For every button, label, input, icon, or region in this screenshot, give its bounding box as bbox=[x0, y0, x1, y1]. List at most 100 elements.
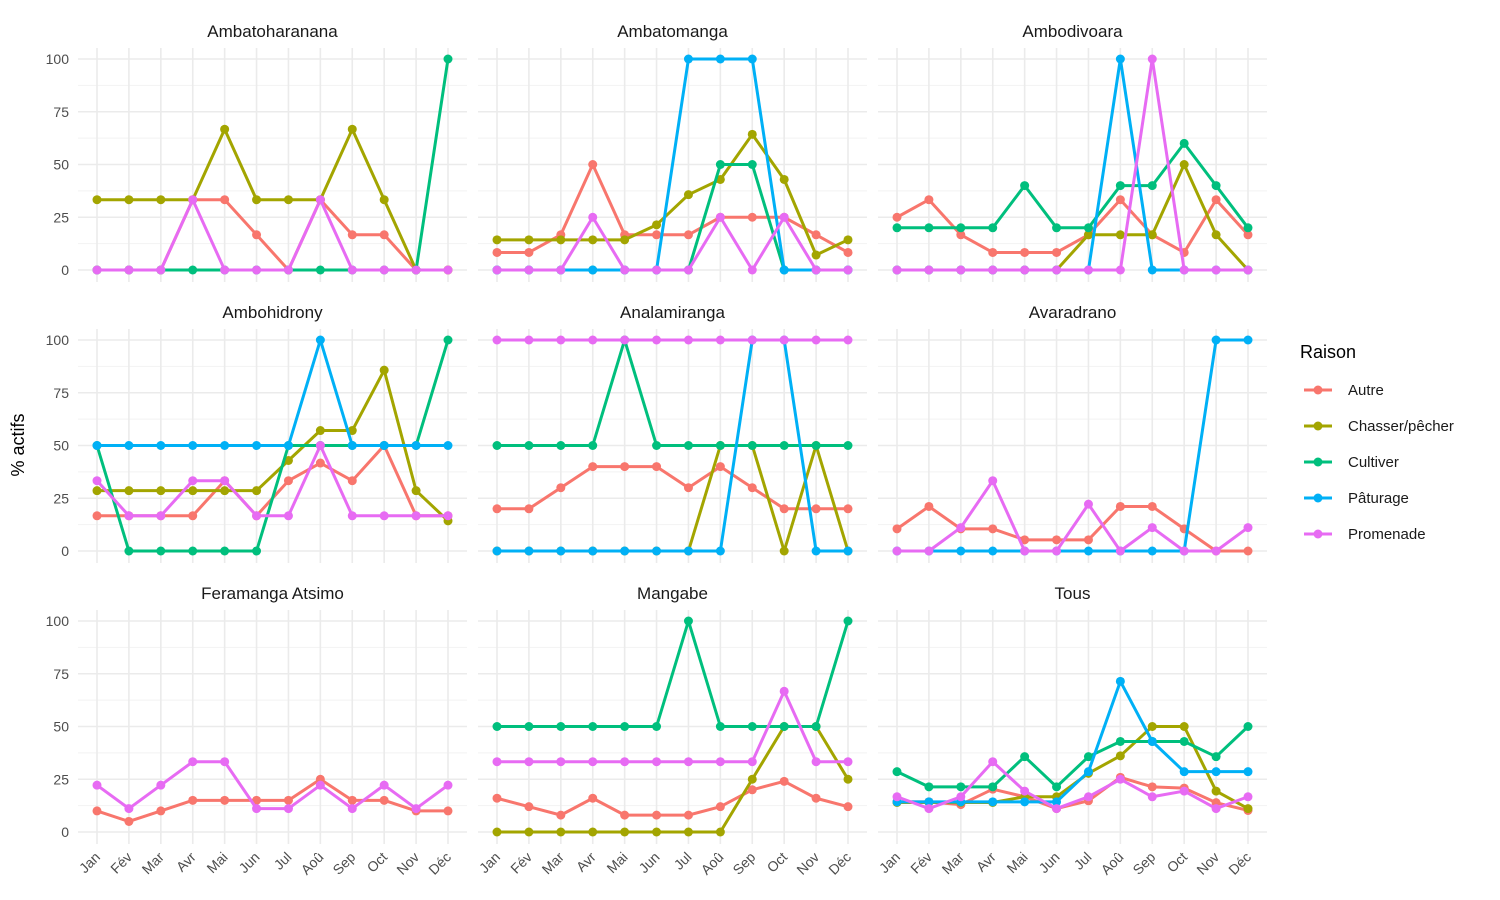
data-point bbox=[556, 265, 566, 275]
data-point bbox=[156, 780, 166, 790]
data-point bbox=[1147, 722, 1157, 731]
data-point bbox=[220, 795, 230, 805]
data-point bbox=[92, 195, 102, 205]
data-point bbox=[1243, 792, 1253, 802]
data-point bbox=[588, 462, 598, 472]
data-point bbox=[956, 230, 966, 240]
data-point bbox=[252, 795, 262, 805]
data-point bbox=[956, 223, 966, 233]
legend-label: Pâturage bbox=[1348, 490, 1409, 507]
x-tick-label: Mar bbox=[539, 849, 568, 878]
data-point bbox=[988, 247, 998, 257]
data-point bbox=[492, 504, 502, 514]
data-point bbox=[492, 247, 502, 257]
data-point bbox=[252, 195, 262, 205]
data-point bbox=[556, 441, 566, 450]
panel: Ambatoharanana 0 25 50 75 100 bbox=[46, 22, 467, 282]
data-point bbox=[92, 265, 102, 275]
data-point bbox=[843, 247, 853, 257]
data-point bbox=[779, 546, 789, 556]
data-point bbox=[956, 265, 966, 275]
data-point bbox=[315, 441, 325, 450]
data-point bbox=[524, 546, 534, 556]
data-point bbox=[524, 802, 534, 812]
x-tick-label: Jun bbox=[235, 849, 262, 876]
data-point bbox=[988, 524, 998, 534]
data-point bbox=[443, 335, 453, 345]
series-line bbox=[497, 215, 848, 272]
legend-label: Chasser/pêcher bbox=[1348, 418, 1454, 435]
data-point bbox=[1083, 223, 1093, 233]
data-point bbox=[347, 265, 357, 275]
data-point bbox=[652, 546, 662, 556]
legend-title: Raison bbox=[1300, 342, 1356, 362]
x-tick-label: Mai bbox=[203, 849, 230, 876]
data-point bbox=[620, 235, 630, 245]
series-line bbox=[896, 760, 1249, 811]
x-tick-label: Nov bbox=[1193, 849, 1222, 878]
series-line bbox=[897, 338, 1248, 553]
data-point bbox=[92, 511, 102, 521]
series-line bbox=[897, 679, 1248, 804]
data-point bbox=[1243, 722, 1253, 731]
panel: Ambohidrony 0 25 50 75 100 bbox=[46, 303, 467, 563]
data-point bbox=[524, 441, 534, 450]
legend-label: Promenade bbox=[1348, 526, 1426, 543]
data-point bbox=[779, 212, 789, 222]
data-point bbox=[1179, 767, 1189, 777]
data-point bbox=[492, 546, 502, 556]
data-point bbox=[956, 782, 966, 792]
data-point bbox=[683, 827, 693, 837]
data-point bbox=[252, 546, 262, 556]
data-point bbox=[188, 546, 198, 556]
data-point bbox=[1147, 546, 1157, 556]
data-point bbox=[220, 486, 230, 496]
data-point bbox=[924, 804, 934, 814]
data-point bbox=[1147, 230, 1157, 240]
data-point bbox=[843, 441, 853, 450]
data-point bbox=[811, 722, 821, 731]
data-point bbox=[315, 458, 325, 468]
data-point bbox=[1179, 786, 1189, 796]
data-point bbox=[347, 230, 357, 240]
data-point bbox=[1115, 736, 1125, 746]
data-point bbox=[556, 546, 566, 556]
series-line bbox=[96, 777, 448, 823]
x-tick-label: Jun bbox=[1035, 849, 1062, 876]
y-tick-label: 75 bbox=[53, 666, 69, 682]
data-point bbox=[843, 265, 853, 275]
data-point bbox=[283, 265, 293, 275]
data-point bbox=[1052, 797, 1062, 807]
series-line bbox=[497, 132, 849, 257]
x-tick-label: Oct bbox=[364, 849, 391, 876]
x-tick-label: Sep bbox=[329, 849, 358, 878]
data-point bbox=[283, 455, 293, 465]
data-point bbox=[588, 793, 598, 803]
data-point bbox=[556, 483, 566, 493]
data-point bbox=[843, 504, 853, 514]
data-point bbox=[1147, 181, 1157, 191]
x-tick-label: Sep bbox=[1129, 849, 1158, 878]
data-point bbox=[524, 265, 534, 275]
y-tick-label: 0 bbox=[61, 543, 69, 559]
data-point bbox=[747, 774, 757, 784]
data-point bbox=[988, 757, 998, 767]
data-point bbox=[892, 223, 902, 233]
data-point bbox=[156, 441, 166, 450]
data-point bbox=[379, 230, 389, 240]
data-point bbox=[220, 124, 230, 134]
series-line bbox=[896, 198, 1250, 254]
series-line bbox=[97, 198, 448, 272]
data-point bbox=[92, 441, 102, 450]
panel-title: Tous bbox=[1055, 584, 1091, 603]
data-point bbox=[1115, 501, 1125, 511]
data-point bbox=[1179, 160, 1189, 169]
y-tick-label: 50 bbox=[53, 157, 69, 173]
data-point bbox=[747, 441, 757, 450]
data-point bbox=[620, 546, 630, 556]
series-line bbox=[97, 127, 448, 272]
data-point bbox=[1052, 804, 1062, 814]
data-point bbox=[188, 195, 198, 205]
data-point bbox=[1115, 774, 1125, 784]
data-point bbox=[892, 265, 902, 275]
